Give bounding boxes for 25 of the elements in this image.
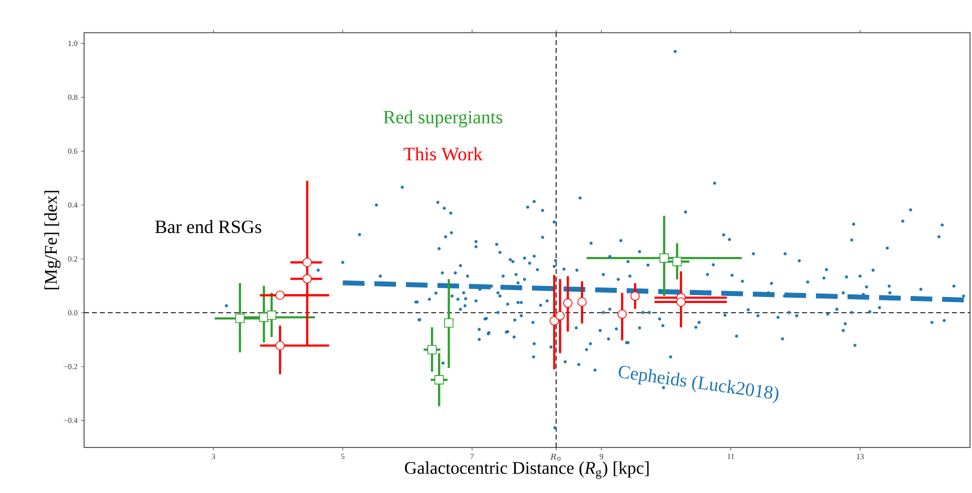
text: Red supergiants — [384, 110, 502, 128]
point — [302, 274, 312, 284]
point — [259, 312, 269, 322]
point — [275, 290, 285, 300]
point — [672, 256, 682, 266]
point — [617, 309, 627, 319]
point — [235, 314, 245, 324]
point — [444, 318, 454, 328]
x-axis-title: Galactocentric Distance (R$_{g}$) [kpc] — [404, 461, 649, 480]
point — [275, 340, 285, 350]
point — [555, 311, 565, 320]
point — [427, 345, 437, 354]
text: Cepheids (Luck2018) — [618, 366, 778, 404]
point — [563, 298, 572, 308]
text: This Work — [404, 147, 483, 161]
point — [550, 316, 559, 326]
point — [676, 297, 686, 307]
point — [267, 310, 276, 320]
point — [302, 258, 312, 268]
point — [434, 375, 444, 384]
point — [577, 297, 587, 307]
point — [630, 291, 640, 301]
point — [660, 253, 669, 263]
y-axis-title: [Mg/Fe] [dex] — [44, 190, 61, 290]
annotation: Bar end RSGs — [155, 220, 262, 234]
